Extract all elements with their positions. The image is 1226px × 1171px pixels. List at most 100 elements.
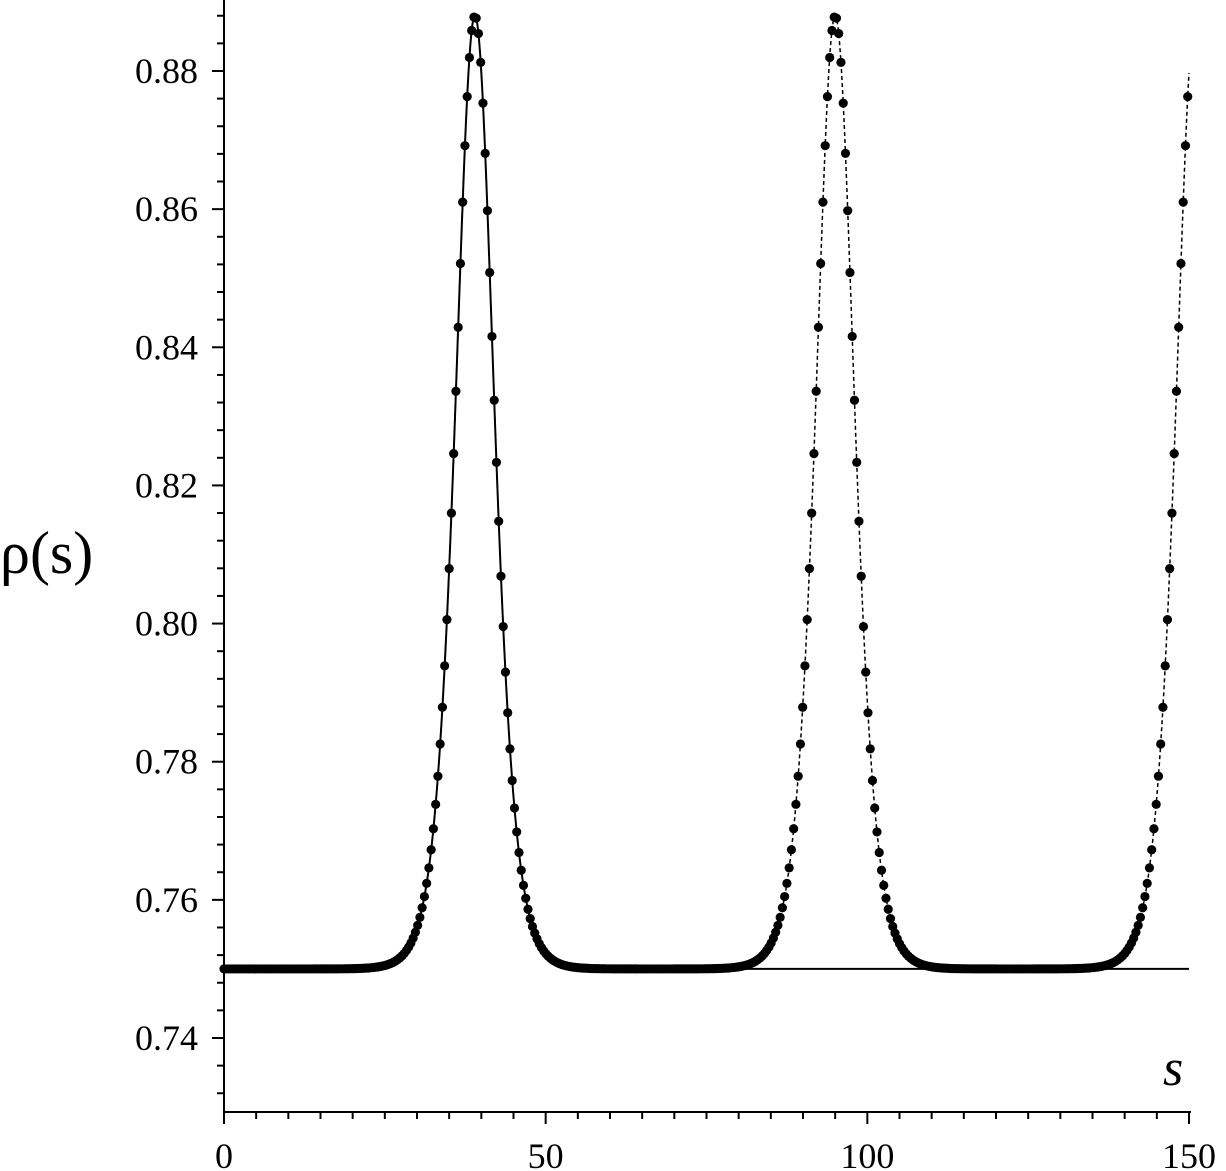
ticks: 0 50 100 150 0.74 0.76 0.78 0.80 0.82 0.84 0.86 0.8… xyxy=(135,14,1216,1171)
data-point xyxy=(780,891,790,902)
data-point xyxy=(505,744,515,754)
data-point xyxy=(1147,845,1157,855)
data-point xyxy=(451,386,461,396)
data-point xyxy=(872,827,882,837)
x-tick-label: 50 xyxy=(528,1136,564,1171)
data-point xyxy=(471,13,481,23)
data-point xyxy=(523,904,533,914)
data-point xyxy=(813,322,824,332)
data-point xyxy=(831,13,842,23)
data-point xyxy=(419,891,429,902)
data-point xyxy=(795,739,806,749)
data-point xyxy=(849,395,860,405)
x-tick-label: 100 xyxy=(840,1136,894,1171)
data-point xyxy=(417,903,427,913)
data-point xyxy=(1149,824,1159,834)
data-point xyxy=(458,197,468,207)
y-axis-title: ρ(s) xyxy=(0,520,93,586)
data-point xyxy=(1158,702,1168,712)
data-point xyxy=(433,771,443,781)
data-point xyxy=(793,771,803,781)
data-point xyxy=(446,508,457,518)
data-point xyxy=(1178,197,1188,207)
data-point xyxy=(444,564,454,574)
data-point xyxy=(1140,891,1150,902)
data-point xyxy=(494,516,504,526)
data-point xyxy=(854,516,864,526)
axes xyxy=(223,0,1191,1113)
data-point xyxy=(804,564,815,574)
data-point xyxy=(460,141,470,151)
data-point xyxy=(426,845,436,855)
data-point xyxy=(861,667,871,677)
data-point xyxy=(820,141,830,151)
data-point xyxy=(786,845,797,855)
data-point xyxy=(1151,799,1161,809)
curves xyxy=(219,12,1193,974)
data-point xyxy=(496,571,506,581)
data-point xyxy=(856,571,866,581)
data-point xyxy=(1167,508,1177,518)
data-point xyxy=(485,267,495,278)
data-point xyxy=(807,508,817,518)
data-point xyxy=(491,457,502,467)
data-point xyxy=(435,739,445,749)
data-point xyxy=(500,667,511,677)
data-point xyxy=(798,702,808,712)
data-point xyxy=(874,847,884,858)
data-point xyxy=(476,57,486,68)
y-tick-label: 0.80 xyxy=(135,604,198,644)
data-point xyxy=(840,148,851,158)
data-point xyxy=(838,98,848,108)
data-point xyxy=(1171,386,1182,396)
data-point xyxy=(782,878,792,888)
data-point xyxy=(843,206,853,216)
data-point xyxy=(870,803,880,813)
data-point xyxy=(816,258,826,269)
y-tick-label: 0.86 xyxy=(135,189,198,229)
data-point xyxy=(516,865,526,875)
data-point xyxy=(1174,322,1184,332)
data-point xyxy=(480,148,490,158)
data-point xyxy=(482,206,493,216)
data-point xyxy=(518,880,529,890)
data-point xyxy=(487,331,497,342)
data-point xyxy=(525,913,535,924)
data-point xyxy=(834,28,844,39)
data-point xyxy=(809,449,819,459)
data-point xyxy=(464,52,475,63)
data-point xyxy=(865,744,875,754)
data-point xyxy=(858,621,869,632)
data-point xyxy=(1176,258,1186,269)
data-point xyxy=(777,903,788,913)
data-point xyxy=(811,386,821,396)
data-point xyxy=(478,98,488,108)
data-point xyxy=(413,920,423,931)
data-point xyxy=(852,457,862,467)
data-point xyxy=(453,322,463,332)
data-point xyxy=(1156,739,1166,749)
data-point xyxy=(455,258,466,269)
y-tick-label: 0.74 xyxy=(135,1018,198,1058)
data-point xyxy=(847,331,857,342)
data-point xyxy=(428,824,439,834)
data-point xyxy=(1153,771,1164,781)
data-point xyxy=(1180,141,1191,151)
data-point xyxy=(1144,863,1155,873)
data-point xyxy=(473,28,484,39)
data-point xyxy=(521,893,531,903)
x-tick-label: 0 xyxy=(215,1136,233,1171)
y-tick-label: 0.84 xyxy=(135,327,198,367)
data-point xyxy=(885,913,896,924)
data-point xyxy=(1160,661,1170,671)
data-point xyxy=(509,803,520,813)
data-point xyxy=(1135,912,1146,922)
data-point xyxy=(437,702,448,712)
y-tick-label: 0.76 xyxy=(135,880,198,920)
data-point xyxy=(1165,564,1175,574)
data-point xyxy=(462,92,472,102)
data-point xyxy=(431,799,441,809)
data-point xyxy=(881,893,891,903)
